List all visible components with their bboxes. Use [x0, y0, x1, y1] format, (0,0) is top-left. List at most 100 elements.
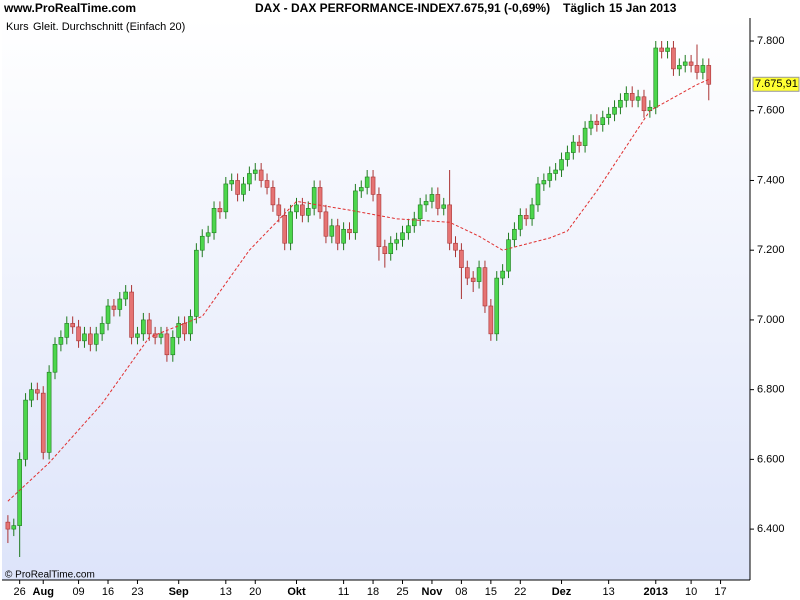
candle-body	[559, 159, 564, 171]
candle-body	[199, 235, 205, 251]
date: 15 Jan 2013	[609, 1, 677, 15]
x-tick-label: 23	[131, 586, 143, 598]
last-price-label: 7.675,91	[755, 78, 798, 90]
candle-body	[305, 208, 311, 216]
candle-body	[482, 267, 488, 307]
x-tick-label: 2013	[644, 586, 668, 598]
candle-body	[35, 389, 40, 394]
y-tick-label: 6.600	[757, 453, 785, 465]
candle-body	[406, 225, 411, 234]
y-tick-label: 7.200	[757, 244, 785, 256]
candle-body	[553, 169, 558, 174]
candle-body	[470, 277, 476, 282]
y-tick-label: 6.800	[757, 384, 785, 396]
candle-body	[464, 267, 470, 279]
candle-body	[547, 173, 553, 181]
candle-body	[11, 525, 17, 530]
candle-body	[194, 249, 199, 317]
candle-body	[70, 323, 75, 328]
candle-body	[682, 61, 688, 66]
candle-body	[23, 399, 28, 460]
candle-body	[694, 65, 700, 73]
y-tick-label: 7.800	[757, 35, 785, 47]
candle-body	[158, 333, 164, 338]
candle-body	[624, 93, 629, 101]
candle-body	[700, 65, 706, 73]
candle-body	[58, 337, 64, 345]
candle-body	[706, 65, 712, 85]
candle-body	[370, 176, 376, 195]
candle-body	[523, 215, 529, 220]
candle-body	[111, 305, 117, 310]
candle-body	[447, 204, 452, 244]
x-tick-label: Sep	[169, 586, 189, 598]
candle-body	[411, 218, 417, 227]
candle-body	[565, 152, 570, 160]
candle-body	[76, 326, 81, 342]
candle-body	[211, 208, 217, 234]
candle-body	[517, 215, 523, 230]
candle-body	[17, 459, 22, 526]
candle-body	[217, 208, 223, 213]
candle-body	[588, 120, 594, 129]
candle-body	[176, 323, 181, 338]
candle-body	[571, 141, 576, 153]
candle-body	[335, 225, 341, 244]
candle-body	[600, 117, 606, 125]
quote: 7.675,91 (-0,69%)	[454, 1, 550, 15]
candle-body	[123, 291, 128, 300]
x-tick-label: 11	[338, 586, 349, 598]
candle-body	[146, 319, 152, 335]
candle-body	[677, 65, 682, 70]
x-tick-label: 13	[603, 586, 615, 598]
candle-body	[264, 180, 270, 188]
candle-body	[688, 61, 694, 66]
candle-body	[247, 173, 252, 185]
candle-body	[229, 180, 235, 185]
candle-body	[353, 190, 358, 234]
x-tick-label: 10	[685, 586, 697, 598]
site-label: www.ProRealTime.com	[3, 1, 136, 15]
candle-body	[329, 225, 335, 237]
candle-body	[282, 215, 288, 244]
candle-body	[170, 337, 176, 356]
x-tick-label: 15	[485, 586, 497, 598]
candle-body	[252, 169, 258, 174]
candle-body	[541, 180, 547, 185]
y-tick-label: 6.400	[757, 523, 785, 535]
candle-body	[423, 201, 429, 206]
x-tick-label: 18	[367, 586, 379, 598]
x-tick-label: Aug	[33, 586, 54, 598]
candle-body	[512, 228, 517, 241]
candle-body	[417, 204, 423, 220]
legend-entry: Gleit. Durchschnitt (Einfach 20)	[33, 21, 185, 33]
moving-average	[7, 78, 709, 502]
x-tick-label: 13	[220, 586, 232, 598]
candle-body	[117, 298, 123, 310]
candle-body	[311, 187, 317, 209]
candle-body	[129, 291, 134, 338]
candle-body	[376, 194, 382, 248]
x-tick-label: 22	[514, 586, 526, 598]
candle-body	[500, 270, 505, 279]
candle-body	[223, 183, 229, 213]
candle-body	[641, 96, 647, 112]
candle-body	[164, 333, 170, 356]
last-price-box	[752, 76, 800, 92]
candle-body	[671, 47, 676, 70]
candle-body	[52, 344, 58, 373]
candle-body	[258, 169, 264, 181]
candle-body	[576, 141, 582, 146]
candle-body	[82, 333, 87, 342]
x-tick-label: Okt	[287, 586, 306, 598]
candle-body	[46, 371, 52, 453]
candle-body	[294, 204, 299, 213]
candle-body	[382, 246, 388, 254]
candle-body	[635, 96, 641, 101]
candle-body	[5, 521, 11, 530]
x-tick-label: 26	[14, 586, 26, 598]
candle-body	[317, 187, 323, 213]
candle-body	[323, 211, 329, 237]
candle-body	[93, 333, 99, 345]
